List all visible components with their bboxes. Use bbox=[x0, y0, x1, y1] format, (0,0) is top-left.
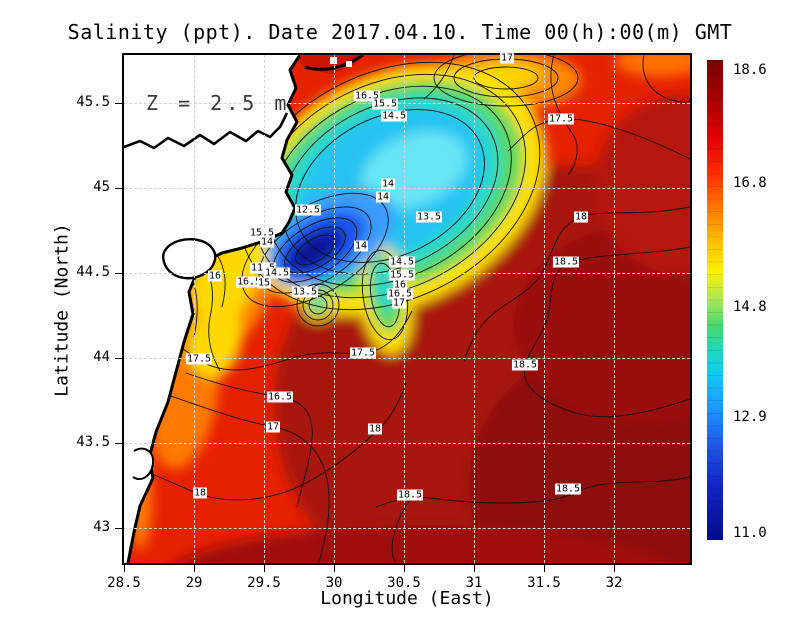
y-tick-label: 45 bbox=[93, 179, 110, 195]
contour-label: 14.5 bbox=[263, 267, 291, 279]
contour-label: 14 bbox=[380, 178, 396, 190]
gridline-vertical bbox=[474, 55, 475, 563]
contour-label: 14.5 bbox=[380, 110, 408, 122]
contour-label: 14.5 bbox=[388, 256, 416, 268]
gridline-vertical bbox=[404, 55, 405, 563]
salinity-color-field bbox=[128, 55, 690, 563]
y-axis-label: Latitude (North) bbox=[51, 223, 73, 397]
contour-label: 16 bbox=[392, 279, 408, 291]
contour-label: 13.5 bbox=[415, 211, 443, 223]
y-tick-mark bbox=[115, 103, 122, 104]
y-tick-label: 43.5 bbox=[76, 434, 110, 450]
contour-label: 14 bbox=[353, 240, 369, 252]
contour-label: 16 bbox=[207, 270, 223, 282]
colorbar-tick-label: 12.9 bbox=[733, 409, 767, 426]
contour-label: 17.5 bbox=[547, 113, 575, 125]
contour-label: 14 bbox=[375, 191, 391, 203]
x-tick-mark bbox=[614, 565, 615, 572]
x-tick-mark bbox=[264, 565, 265, 572]
coast-cells bbox=[142, 283, 169, 405]
contour-label: 17 bbox=[499, 52, 515, 64]
coastline bbox=[126, 55, 302, 563]
y-tick-mark bbox=[115, 188, 122, 189]
gridline-vertical bbox=[194, 55, 195, 563]
x-axis-label: Longitude (East) bbox=[320, 588, 494, 609]
x-tick-label: 29.5 bbox=[247, 575, 281, 591]
contour-label: 17.5 bbox=[185, 353, 213, 365]
y-tick-label: 45.5 bbox=[76, 94, 110, 110]
contour-label: 18.5 bbox=[396, 489, 424, 501]
colorbar-tick-label: 16.8 bbox=[733, 174, 767, 191]
x-tick-label: 30.5 bbox=[387, 575, 421, 591]
y-tick-label: 43 bbox=[93, 519, 110, 535]
contour-label: 11.5 bbox=[249, 262, 277, 274]
gridline-horizontal bbox=[124, 528, 690, 529]
gridline-vertical bbox=[614, 55, 615, 563]
contour-label: 18 bbox=[367, 423, 383, 435]
lagoon bbox=[162, 238, 217, 280]
y-tick-mark bbox=[115, 528, 122, 529]
x-tick-mark bbox=[474, 565, 475, 572]
x-tick-label: 28.5 bbox=[107, 575, 141, 591]
depth-annotation: Z = 2.5 m bbox=[146, 91, 291, 115]
colorbar-tick-label: 14.8 bbox=[733, 299, 767, 316]
contour-label: 14 bbox=[259, 236, 275, 248]
danube-river bbox=[124, 112, 289, 150]
contour-label: 16.5 bbox=[386, 288, 414, 300]
contour-label: 15.5 bbox=[371, 98, 399, 110]
y-tick-mark bbox=[115, 273, 122, 274]
contour-label: 18.5 bbox=[554, 483, 582, 495]
x-tick-mark bbox=[404, 565, 405, 572]
contour-label: 15.5 bbox=[248, 227, 276, 239]
x-tick-label: 29 bbox=[185, 575, 203, 591]
y-tick-mark bbox=[115, 358, 122, 359]
contour-label: 12.5 bbox=[294, 204, 322, 216]
x-tick-mark bbox=[334, 565, 335, 572]
gridline-vertical bbox=[334, 55, 335, 563]
x-tick-mark bbox=[194, 565, 195, 572]
colorbar bbox=[707, 60, 723, 540]
contour-label: 18 bbox=[192, 487, 208, 499]
x-tick-mark bbox=[124, 565, 125, 572]
map-plot-area: Z = 2.5 m 28.5 29 29.5 30 30.5 31 31.5 32 45.5 45… bbox=[76, 52, 692, 591]
contour-label: 15.5 bbox=[388, 269, 416, 281]
island-cell bbox=[330, 57, 337, 64]
contour-label: 16.5 bbox=[353, 90, 381, 102]
y-tick-mark bbox=[115, 443, 122, 444]
island-cell bbox=[346, 61, 352, 67]
contour-label: 16.5 bbox=[235, 276, 263, 288]
contour-label: 17.5 bbox=[349, 347, 377, 359]
gridline-vertical bbox=[264, 55, 265, 563]
colorbar-tick-label: 18.6 bbox=[733, 62, 767, 79]
x-tick-label: 30 bbox=[325, 575, 343, 591]
x-tick-mark bbox=[544, 565, 545, 572]
y-tick-label: 44.5 bbox=[76, 264, 110, 280]
contour-label: 18.5 bbox=[511, 359, 539, 371]
page-title: Salinity (ppt). Date 2017.04.10. Time 00… bbox=[67, 20, 733, 44]
contour-label: 17 bbox=[265, 421, 281, 433]
gridline-horizontal bbox=[124, 443, 690, 444]
x-tick-label: 32 bbox=[605, 575, 623, 591]
contour-map-canvas bbox=[124, 55, 690, 563]
contour-label: 13.5 bbox=[291, 286, 319, 298]
colorbar-tick-label: 11.0 bbox=[733, 524, 767, 541]
x-tick-label: 31 bbox=[465, 575, 483, 591]
contour-label: 15 bbox=[256, 277, 272, 289]
contour-label: 18 bbox=[573, 211, 589, 223]
x-tick-label: 31.5 bbox=[527, 575, 561, 591]
y-tick-label: 44 bbox=[93, 349, 110, 365]
coastal-lake bbox=[132, 447, 155, 481]
contour-label: 17 bbox=[391, 297, 407, 309]
contour-label: 18.5 bbox=[552, 256, 580, 268]
gridline-horizontal bbox=[124, 188, 690, 189]
gridline-horizontal bbox=[124, 103, 690, 104]
gridline-horizontal bbox=[124, 358, 690, 359]
contour-label: 16.5 bbox=[266, 391, 294, 403]
gridline-vertical bbox=[544, 55, 545, 563]
land bbox=[124, 55, 300, 563]
